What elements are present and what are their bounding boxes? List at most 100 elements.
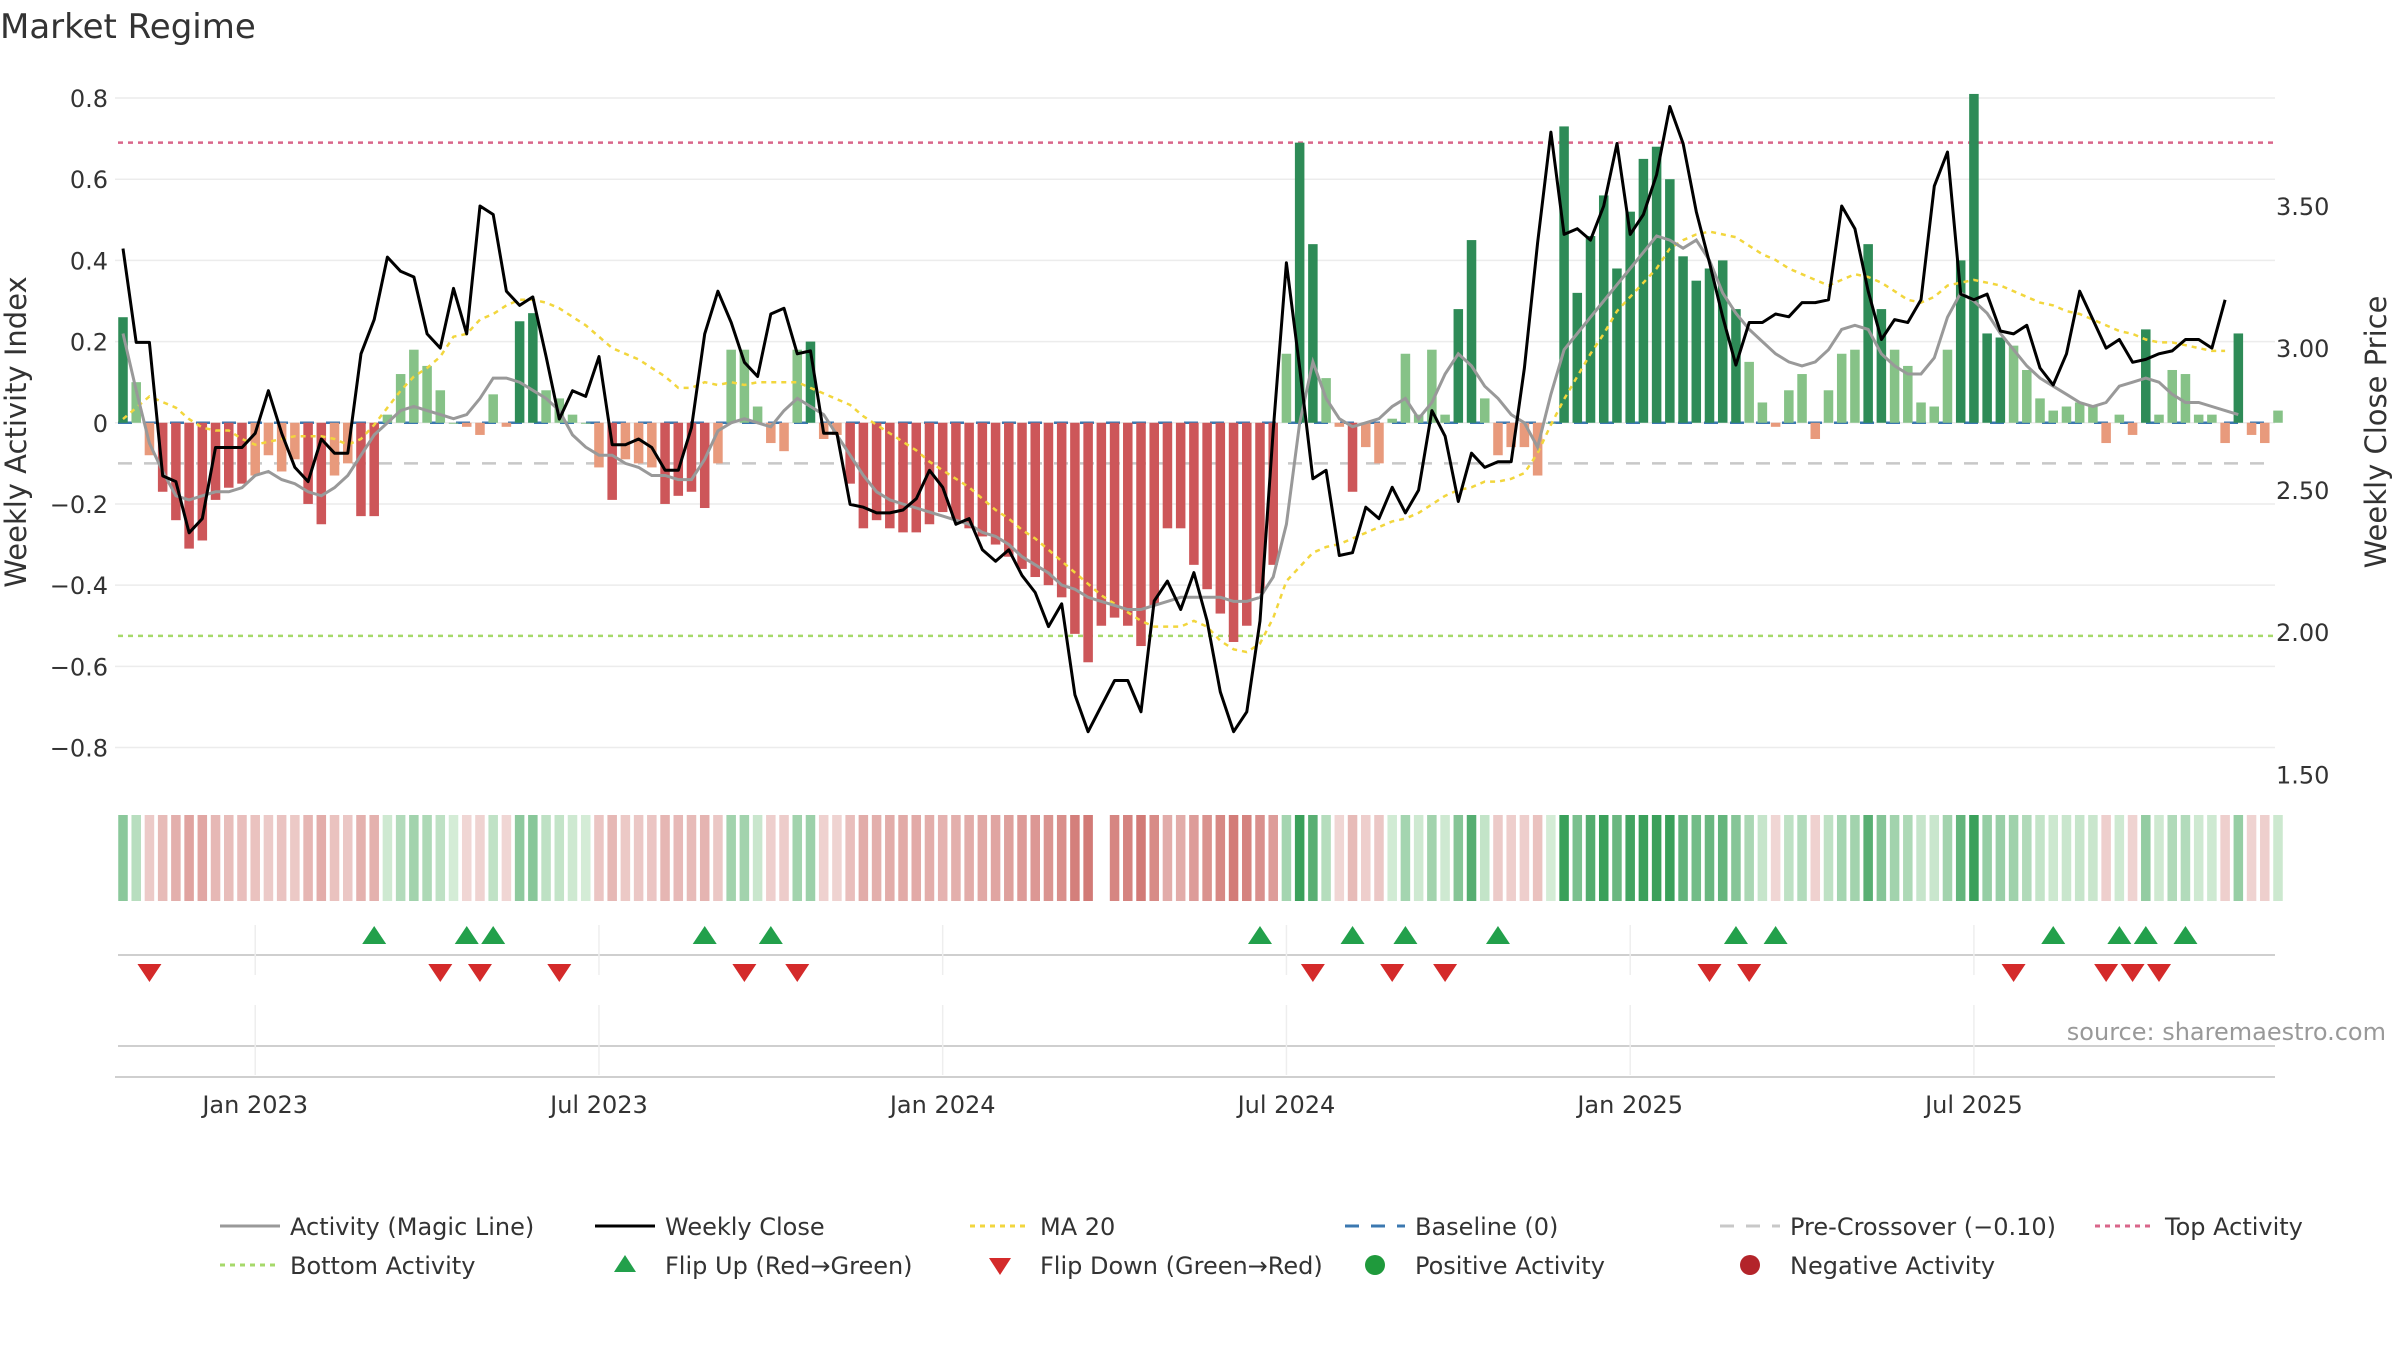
- regime-cell: [422, 815, 432, 901]
- flip-up-marker: [454, 926, 479, 944]
- regime-cell: [1612, 815, 1622, 901]
- activity-bar: [2220, 422, 2230, 444]
- regime-cell: [237, 815, 247, 901]
- regime-cell: [1255, 815, 1265, 901]
- activity-bar: [977, 422, 988, 537]
- regime-cell: [1123, 815, 1133, 901]
- left-tick-label: −0.8: [50, 735, 108, 763]
- regime-cell: [157, 815, 168, 901]
- regime-cell: [1770, 815, 1781, 901]
- legend-item: Weekly Close: [595, 1213, 825, 1241]
- regime-cell: [1731, 815, 1741, 901]
- flip-down-marker: [2120, 964, 2145, 982]
- activity-bar: [594, 422, 604, 468]
- activity-bar: [911, 422, 922, 533]
- activity-bar: [1149, 422, 1159, 606]
- regime-cell: [2154, 815, 2164, 901]
- activity-bar: [448, 422, 459, 424]
- regime-cell: [448, 815, 459, 901]
- regime-strip: [118, 815, 2283, 901]
- regime-cell: [1532, 815, 1543, 901]
- legend-label: Baseline (0): [1415, 1213, 1558, 1241]
- regime-cell: [514, 815, 525, 901]
- regime-cell: [990, 815, 1001, 901]
- regime-cell: [1717, 815, 1728, 901]
- regime-cell: [329, 815, 340, 901]
- activity-bar: [1598, 195, 1609, 423]
- regime-cell: [1215, 815, 1226, 901]
- activity-bar: [157, 422, 168, 492]
- regime-cell: [766, 815, 776, 901]
- regime-cell: [290, 815, 300, 901]
- activity-bar: [1493, 422, 1503, 456]
- activity-bar: [1361, 422, 1371, 448]
- activity-bar: [752, 406, 763, 423]
- regime-cell: [1982, 815, 1992, 901]
- x-tick-label: Jul 2023: [548, 1091, 648, 1119]
- activity-bar: [567, 414, 578, 423]
- left-tick-label: 0: [93, 410, 108, 438]
- regime-cell: [409, 815, 419, 901]
- activity-bar: [1559, 126, 1569, 423]
- regime-cell: [1109, 815, 1120, 901]
- flip-down-marker: [547, 964, 572, 982]
- regime-cell: [369, 815, 379, 901]
- regime-cell: [1017, 815, 1027, 901]
- left-tick-label: −0.2: [50, 491, 108, 519]
- legend-item: Top Activity: [2095, 1213, 2303, 1241]
- legend-swatch: [989, 1258, 1011, 1275]
- activity-bar: [1453, 309, 1464, 423]
- regime-cell: [250, 815, 260, 901]
- activity-bar: [1268, 422, 1278, 565]
- legend-item: Pre-Crossover (−0.10): [1720, 1213, 2056, 1241]
- flip-down-marker: [1300, 964, 1325, 982]
- activity-bar: [805, 341, 816, 423]
- regime-cell: [2233, 815, 2244, 901]
- activity-bar: [1162, 422, 1173, 529]
- legend-item: Bottom Activity: [220, 1252, 475, 1280]
- regime-cell: [118, 815, 128, 901]
- activity-bar: [1215, 422, 1226, 614]
- activity-bar: [1704, 268, 1715, 423]
- right-tick-label: 1.50: [2276, 761, 2329, 789]
- x-tick-label: Jan 2025: [1575, 1091, 1683, 1119]
- flip-up-marker: [2173, 926, 2198, 944]
- activity-bar: [2114, 414, 2125, 423]
- flip-up-marker: [692, 926, 717, 944]
- activity-bar: [501, 422, 512, 427]
- regime-cell: [2035, 815, 2045, 901]
- activity-bar: [1466, 240, 1477, 423]
- regime-cell: [1413, 815, 1424, 901]
- flip-down-marker: [2001, 964, 2026, 982]
- activity-bar: [1955, 260, 1966, 423]
- regime-cell: [528, 815, 538, 901]
- activity-bar: [1109, 422, 1120, 618]
- regime-cell: [937, 815, 948, 901]
- activity-bar: [2061, 406, 2072, 423]
- activity-bar: [1850, 349, 1860, 423]
- regime-cell: [1929, 815, 1940, 901]
- legend-item: Activity (Magic Line): [220, 1213, 534, 1241]
- legend-label: Flip Up (Red→Green): [665, 1252, 913, 1280]
- activity-bar: [1056, 422, 1067, 598]
- activity-bar: [779, 422, 789, 452]
- regime-cell: [567, 815, 578, 901]
- activity-bar: [660, 422, 670, 504]
- regime-cell: [1175, 815, 1186, 901]
- regime-cell: [171, 815, 181, 901]
- regime-cell: [951, 815, 961, 901]
- regime-cell: [1083, 815, 1093, 901]
- activity-bar: [2260, 422, 2270, 444]
- regime-cell: [1585, 815, 1596, 901]
- regime-cell: [1202, 815, 1212, 901]
- legend-label: Top Activity: [2164, 1213, 2303, 1241]
- legend-item: MA 20: [970, 1213, 1115, 1241]
- activity-bar: [1585, 236, 1596, 423]
- x-tick-label: Jan 2023: [200, 1091, 308, 1119]
- activity-bar: [1017, 422, 1027, 569]
- activity-bar: [2048, 410, 2059, 423]
- regime-cell: [858, 815, 869, 901]
- regime-cell: [1942, 815, 1953, 901]
- flip-down-marker: [2094, 964, 2119, 982]
- activity-bar: [673, 422, 684, 496]
